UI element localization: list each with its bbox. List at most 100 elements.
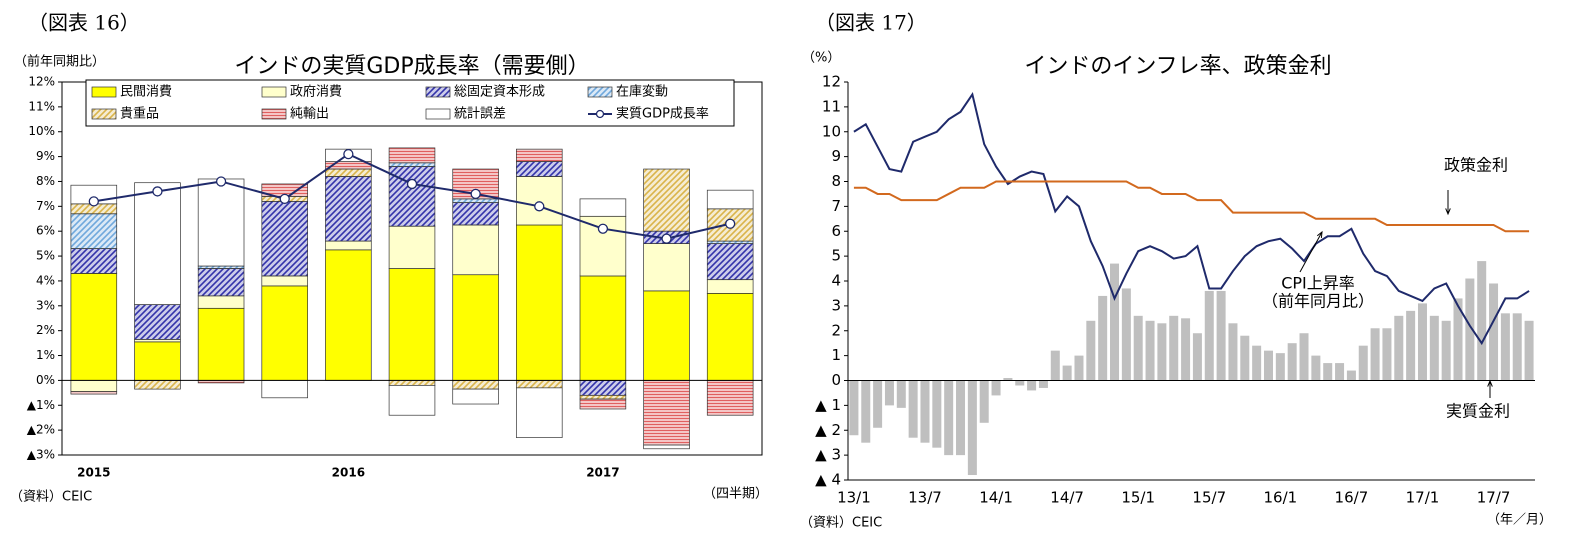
y-tick-label: 10%	[28, 124, 55, 138]
line-marker	[279, 193, 290, 205]
y-tick-label: 9%	[36, 149, 55, 163]
bar	[134, 182, 181, 305]
figure-label: （図表 16）	[28, 11, 140, 35]
bar	[1263, 350, 1273, 381]
bar	[643, 380, 690, 446]
bar	[325, 168, 372, 177]
bar	[70, 273, 118, 381]
bar	[706, 243, 754, 281]
legend-label: 純輸出	[290, 107, 329, 122]
bar	[579, 275, 627, 381]
annotation-arrow	[1299, 231, 1323, 273]
bar	[579, 380, 627, 396]
bar	[70, 248, 118, 274]
bar	[967, 380, 977, 476]
x-tick-label: 16/7	[1335, 489, 1369, 507]
bar	[1287, 343, 1297, 381]
arrow-head	[1316, 230, 1323, 239]
bar	[452, 224, 499, 276]
bar	[643, 168, 690, 232]
bar	[388, 147, 436, 164]
legend-label: 在庫変動	[616, 84, 668, 100]
bar	[1062, 365, 1072, 381]
bar	[1429, 315, 1439, 381]
x-tick-label: 17/1	[1406, 489, 1440, 507]
y-tick-label: 1%	[36, 348, 55, 362]
bar	[1216, 290, 1226, 381]
y-tick-label: 11	[822, 97, 841, 115]
bar	[197, 178, 245, 267]
bar	[1323, 363, 1333, 381]
x-tick-label: 16/1	[1263, 489, 1297, 507]
bar	[388, 162, 436, 167]
annotation: （前年同月比）	[1262, 292, 1374, 311]
x-unit: （四半期）	[703, 487, 768, 502]
bar	[516, 176, 563, 226]
annotation: 政策金利	[1444, 156, 1508, 175]
line-marker	[470, 188, 481, 200]
y-tick-label: 10	[822, 122, 841, 140]
bar	[1346, 370, 1356, 381]
line-marker	[534, 201, 545, 212]
y-tick-label: 12	[822, 73, 841, 91]
bar	[920, 380, 930, 443]
bar	[134, 304, 181, 340]
y-tick-label: 11%	[28, 99, 55, 113]
bar	[134, 341, 181, 381]
y-unit: （前年同期比）	[14, 54, 105, 70]
y-tick-label: ▲ 3	[815, 446, 841, 464]
bar	[896, 380, 906, 408]
y-tick-label: 5	[831, 247, 841, 265]
line-marker	[88, 196, 99, 207]
data-line	[853, 92, 1530, 346]
line-marker	[406, 178, 418, 190]
y-tick-label: 2%	[36, 323, 55, 337]
bar	[197, 307, 245, 381]
bar	[516, 380, 563, 389]
bar	[579, 198, 627, 217]
bar	[1157, 323, 1167, 381]
bar	[70, 380, 118, 392]
bar	[1169, 315, 1179, 381]
y-tick-label: ▲3%	[27, 448, 55, 462]
bar	[706, 279, 754, 294]
bar	[1417, 303, 1427, 381]
bar	[452, 274, 499, 381]
source: （資料）CEIC	[10, 490, 92, 505]
bar	[1275, 353, 1285, 381]
bar	[1252, 345, 1262, 381]
bar	[325, 249, 372, 381]
bar	[991, 380, 1001, 396]
bar	[1027, 380, 1037, 391]
bar	[873, 380, 883, 428]
bar	[1382, 328, 1392, 381]
bar	[706, 293, 754, 381]
bar	[1311, 355, 1321, 381]
y-tick-label: 1	[831, 346, 841, 364]
bar	[1358, 345, 1368, 381]
bar	[197, 295, 245, 309]
bar	[932, 380, 942, 448]
y-tick-label: ▲ 2	[815, 421, 841, 439]
y-tick-label: 9	[831, 147, 841, 165]
bar	[516, 224, 563, 381]
bar	[1121, 288, 1131, 381]
y-tick-label: 2	[831, 321, 841, 339]
bar	[197, 265, 245, 269]
bar	[1204, 290, 1214, 381]
x-tick-label: 2017	[586, 466, 619, 480]
x-unit: （年／月）	[1487, 513, 1552, 528]
bar	[1110, 263, 1120, 381]
line-marker	[215, 176, 227, 187]
bar	[1394, 315, 1404, 381]
y-tick-label: 0%	[36, 373, 55, 387]
line-marker	[597, 223, 609, 234]
bar	[884, 380, 894, 406]
legend-swatch	[425, 108, 451, 120]
bar	[388, 380, 436, 386]
arrow-head	[1445, 208, 1451, 216]
y-tick-label: 5%	[36, 249, 55, 263]
